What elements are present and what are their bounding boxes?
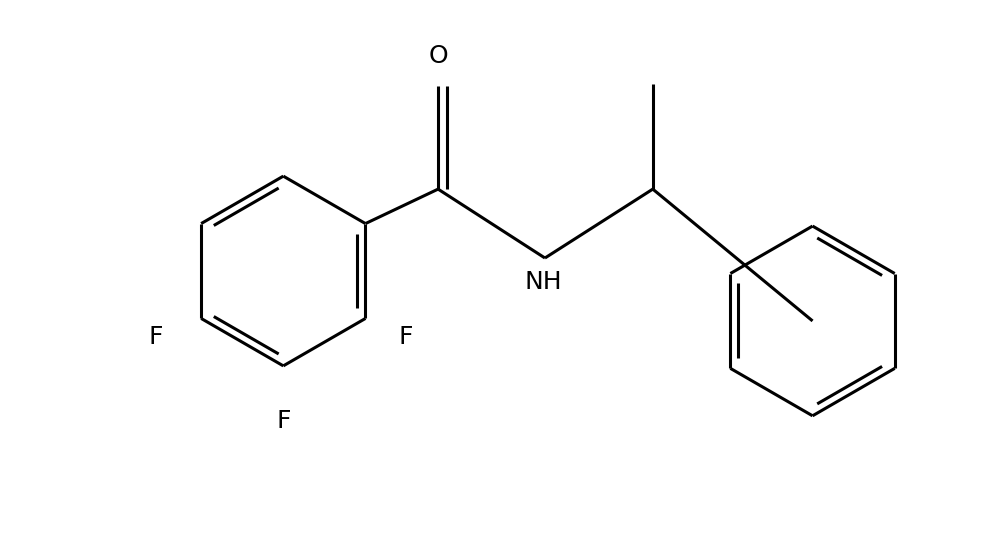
Text: O: O <box>429 44 448 68</box>
Text: F: F <box>398 326 412 349</box>
Text: F: F <box>276 409 291 433</box>
Text: NH: NH <box>524 270 561 294</box>
Text: F: F <box>149 326 163 349</box>
